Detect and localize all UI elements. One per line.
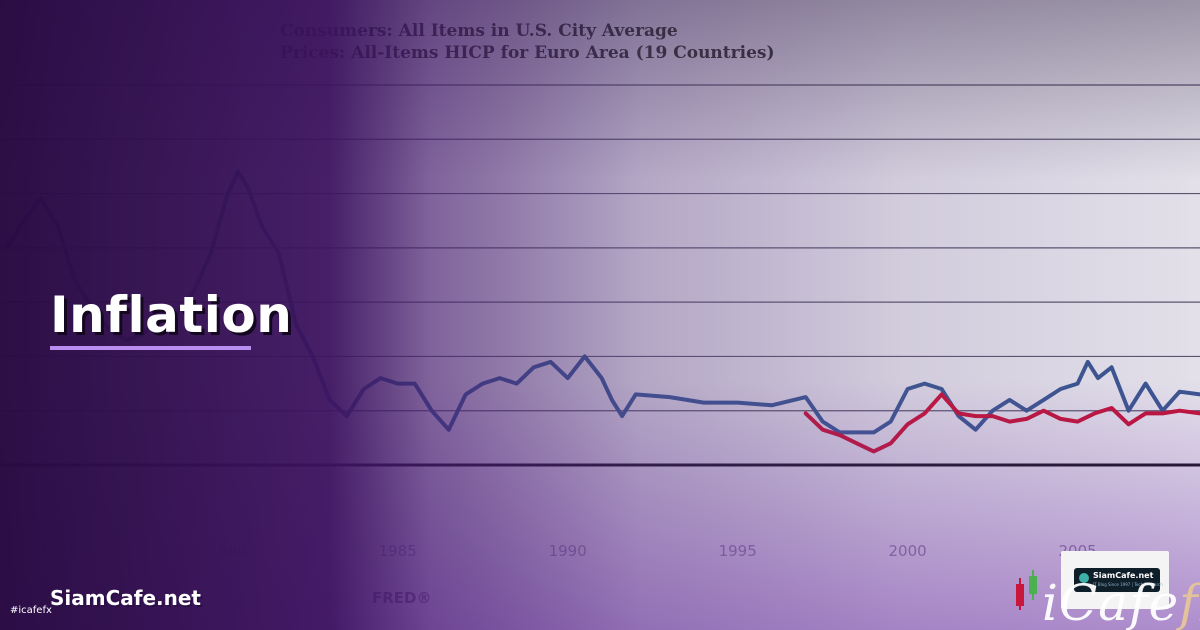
- badge-title: SiamCafe.net: [1093, 571, 1154, 580]
- legend-entry-us-cpi: Consumers: All Items in U.S. City Averag…: [280, 21, 678, 41]
- brand-wordmark-main: iCafe: [1042, 574, 1180, 630]
- x-tick-label: 1980: [209, 542, 247, 560]
- chart-source-label: FRED®: [372, 589, 432, 607]
- x-tick-label: 1985: [379, 542, 417, 560]
- candlestick-icon: [1016, 570, 1037, 610]
- x-tick-label: 1990: [549, 542, 587, 560]
- brand-wordmark-suffix: fx: [1179, 574, 1200, 630]
- brand-badge-panel: SiamCafe.net IT Blog Since 1997 | Tech R…: [1074, 568, 1163, 592]
- x-tick-label: 1975: [39, 542, 77, 560]
- legend-entry-euro-hicp: Prices: All-Items HICP for Euro Area (19…: [280, 43, 775, 63]
- badge-subtitle: IT Blog Since 1997 | Tech Research: [1093, 582, 1163, 587]
- brand-badge: SiamCafe.net IT Blog Since 1997 | Tech R…: [1061, 551, 1169, 609]
- brain-icon: [1079, 573, 1089, 583]
- title-underline: [50, 346, 251, 350]
- hashtag-label: #icafefx: [10, 605, 52, 616]
- x-tick-label: 2000: [889, 542, 927, 560]
- site-name-link[interactable]: SiamCafe.net: [50, 586, 201, 610]
- page-title: Inflation: [50, 286, 293, 344]
- x-tick-label: 1995: [719, 542, 757, 560]
- brand-wordmark: iCafefx: [1042, 574, 1200, 630]
